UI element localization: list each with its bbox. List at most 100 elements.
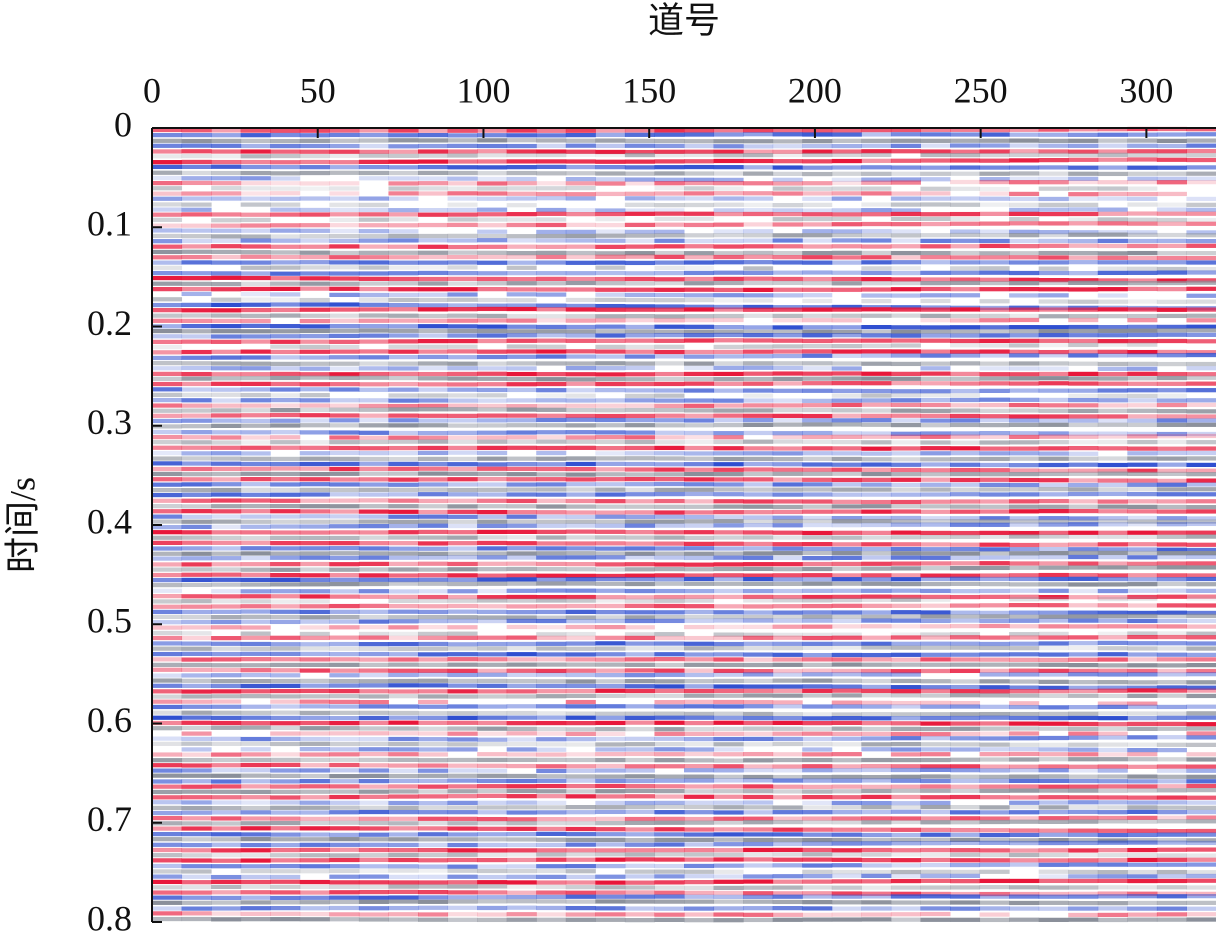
seismic-cell <box>211 567 242 572</box>
seismic-cell <box>890 610 921 615</box>
seismic-cell <box>1127 624 1158 629</box>
seismic-cell <box>684 149 715 154</box>
seismic-cell <box>654 430 685 435</box>
seismic-cell <box>684 832 715 837</box>
seismic-cell <box>654 603 685 609</box>
seismic-cell <box>388 561 419 567</box>
seismic-cell <box>1127 487 1158 492</box>
seismic-cell <box>861 186 892 191</box>
seismic-cell <box>1127 371 1158 376</box>
seismic-cell <box>861 329 892 335</box>
seismic-cell <box>1186 809 1216 815</box>
seismic-cell <box>1038 594 1069 600</box>
seismic-cell <box>1068 451 1099 456</box>
seismic-cell <box>890 165 921 170</box>
seismic-cell <box>1156 313 1187 319</box>
seismic-cell <box>536 868 567 874</box>
seismic-cell <box>802 307 833 312</box>
seismic-cell <box>1038 800 1069 805</box>
seismic-cell <box>920 588 951 594</box>
seismic-cell <box>270 477 301 482</box>
seismic-cell <box>654 742 685 747</box>
seismic-cell <box>684 418 715 423</box>
seismic-cell <box>950 143 981 148</box>
seismic-cell <box>240 196 271 201</box>
seismic-cell <box>536 504 567 509</box>
seismic-cell <box>861 678 892 684</box>
seismic-cell <box>477 244 508 249</box>
seismic-cell <box>684 270 715 276</box>
seismic-cell <box>920 402 951 408</box>
seismic-cell <box>240 159 271 165</box>
seismic-cell <box>772 891 803 896</box>
seismic-cell <box>506 741 537 747</box>
seismic-cell <box>447 668 478 673</box>
seismic-cell <box>1127 157 1158 162</box>
seismic-cell <box>329 847 360 852</box>
seismic-cell <box>979 757 1010 762</box>
seismic-cell <box>743 852 774 857</box>
seismic-cell <box>831 250 862 255</box>
seismic-cell <box>684 159 715 164</box>
seismic-cell <box>1038 668 1069 673</box>
seismic-cell <box>211 487 242 493</box>
seismic-cell <box>447 492 478 497</box>
seismic-cell <box>713 711 744 716</box>
seismic-cell <box>388 530 419 535</box>
seismic-cell <box>684 354 715 359</box>
seismic-cell <box>506 704 537 709</box>
seismic-cell <box>1097 685 1128 690</box>
seismic-cell <box>684 152 715 158</box>
seismic-cell <box>388 868 419 873</box>
seismic-cell <box>743 510 774 515</box>
seismic-image <box>152 126 1216 923</box>
seismic-cell <box>684 265 715 271</box>
seismic-cell <box>1186 768 1216 773</box>
seismic-cell <box>1097 251 1128 256</box>
seismic-cell <box>743 715 774 721</box>
seismic-cell <box>565 229 596 234</box>
seismic-cell <box>890 878 921 884</box>
seismic-cell <box>270 657 301 662</box>
seismic-cell <box>536 250 567 256</box>
seismic-cell <box>1038 397 1069 403</box>
seismic-cell <box>802 255 833 260</box>
seismic-cell <box>565 778 596 783</box>
seismic-cell <box>270 418 301 423</box>
seismic-cell <box>861 784 892 789</box>
seismic-cell <box>950 684 981 690</box>
seismic-cell <box>388 133 419 138</box>
seismic-cell <box>1068 440 1099 445</box>
seismic-cell <box>211 646 242 651</box>
seismic-cell <box>802 471 833 476</box>
seismic-cell <box>152 673 183 678</box>
seismic-cell <box>388 492 419 497</box>
seismic-cell <box>181 890 212 895</box>
seismic-cell <box>654 541 685 546</box>
seismic-cell <box>506 153 537 158</box>
seismic-cell <box>654 211 685 216</box>
seismic-cell <box>358 651 389 657</box>
seismic-cell <box>1068 211 1099 217</box>
seismic-cell <box>1068 165 1099 170</box>
seismic-cell <box>890 573 921 578</box>
seismic-cell <box>240 349 271 354</box>
seismic-cell <box>152 763 183 768</box>
seismic-cell <box>1038 152 1069 157</box>
seismic-cell <box>270 456 301 462</box>
seismic-cell <box>270 509 301 514</box>
seismic-cell <box>624 869 655 874</box>
seismic-cell <box>299 816 330 822</box>
seismic-cell <box>831 318 862 323</box>
seismic-cell <box>447 848 478 853</box>
seismic-cell <box>270 176 301 181</box>
seismic-cell <box>624 784 655 789</box>
seismic-cell <box>713 482 744 487</box>
seismic-cell <box>477 551 508 556</box>
seismic-cell <box>506 821 537 826</box>
seismic-cell <box>1009 848 1040 853</box>
seismic-cell <box>181 381 212 387</box>
seismic-cell <box>1097 434 1128 439</box>
seismic-cell <box>1127 468 1158 473</box>
seismic-cell <box>240 725 271 730</box>
